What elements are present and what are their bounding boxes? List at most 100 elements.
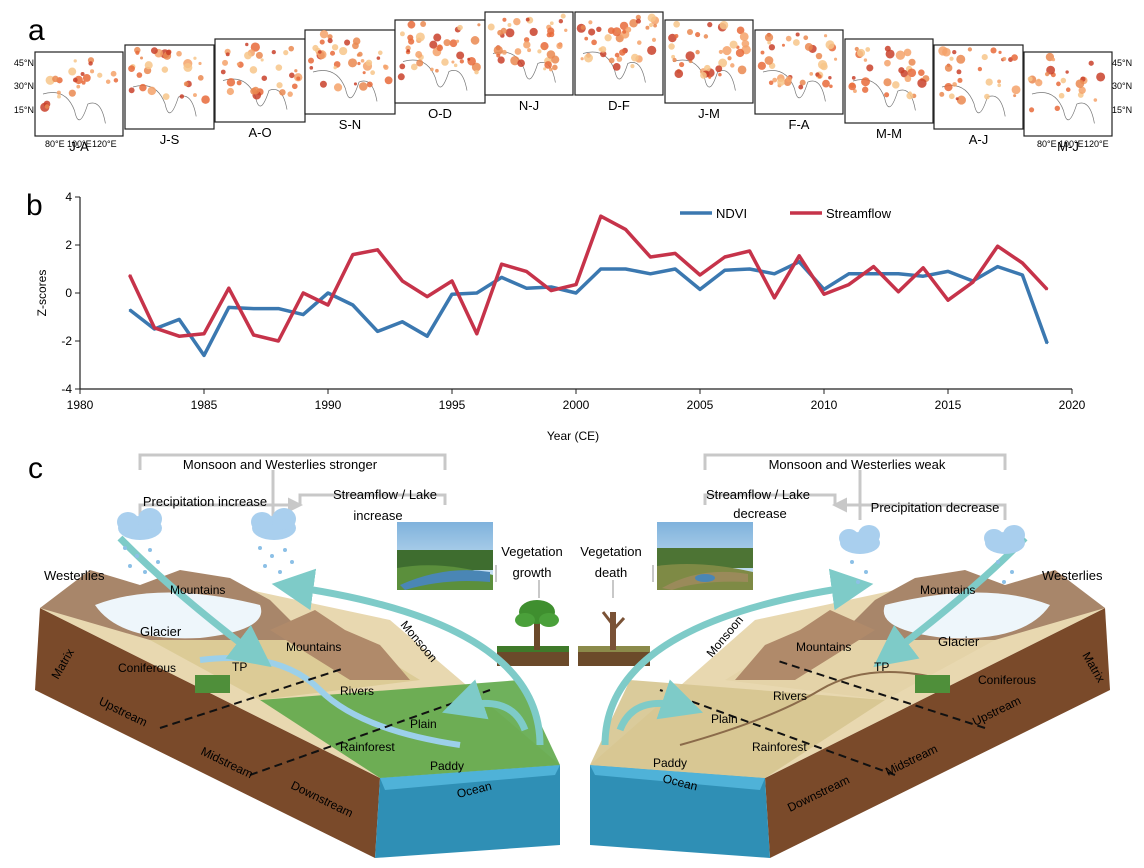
map-hotspot <box>407 20 416 29</box>
left-block-diagram <box>35 570 560 858</box>
map-hotspot <box>884 59 891 67</box>
right-flow-tree <box>703 453 1007 520</box>
data-point-streamflow <box>252 334 255 336</box>
data-point-ndvi <box>575 292 577 294</box>
map-hotspot <box>653 23 657 28</box>
map-hotspot <box>487 23 495 31</box>
map-hotspot <box>165 49 172 56</box>
map-hotspot <box>308 57 314 64</box>
right-glacier-label: Glacier <box>938 634 980 649</box>
map-hotspot <box>795 32 800 37</box>
map-hotspot <box>647 13 656 22</box>
map-hotspot <box>220 69 226 75</box>
map-hotspot <box>708 75 712 79</box>
map-hotspot <box>501 49 507 55</box>
map-hotspot <box>718 58 728 68</box>
map-hotspot <box>82 74 91 82</box>
map-hotspot <box>616 56 623 62</box>
right-block-diagram <box>590 570 1110 858</box>
map-hotspot <box>197 74 204 81</box>
map-hotspot <box>917 78 927 88</box>
data-point-streamflow <box>600 215 602 217</box>
map-hotspot <box>718 72 722 77</box>
lon-tick: 100°E <box>67 139 92 149</box>
right-westerlies-label: Westerlies <box>1042 568 1103 583</box>
map-hotspot <box>1046 65 1056 75</box>
map-hotspot <box>474 69 479 75</box>
map-hotspot <box>584 53 593 63</box>
map-hotspot <box>502 17 507 22</box>
y-tick-label: 2 <box>65 238 72 252</box>
map-season-label: S-N <box>339 117 361 132</box>
map-hotspot <box>948 93 955 100</box>
map-hotspot <box>604 34 612 42</box>
data-point-ndvi <box>823 288 825 291</box>
data-point-streamflow <box>352 253 354 256</box>
data-point-streamflow <box>500 263 503 266</box>
lat-tick-left: 45°N <box>14 58 34 68</box>
map-hotspot <box>739 32 749 42</box>
map-hotspot <box>799 79 806 86</box>
right-precip: Precipitation decrease <box>871 500 1000 515</box>
data-point-ndvi <box>922 275 924 278</box>
left-glacier-label: Glacier <box>140 624 182 639</box>
map-season-label: M-M <box>876 126 902 141</box>
map-hotspot <box>944 64 953 72</box>
map-hotspot <box>183 81 189 87</box>
dead-tree-icon <box>578 611 650 666</box>
map-hotspot <box>44 104 50 109</box>
map-hotspot <box>73 59 77 63</box>
map-hotspot <box>918 69 925 76</box>
map-hotspot <box>408 38 415 45</box>
map-hotspot <box>767 40 772 45</box>
map-tile: N-J <box>484 11 574 113</box>
left-streamflow-1: Streamflow / Lake <box>333 487 437 502</box>
map-tile: J-A <box>34 51 124 154</box>
map-hotspot <box>616 29 620 33</box>
map-hotspot <box>949 56 954 61</box>
map-hotspot <box>497 56 505 64</box>
map-hotspot <box>651 37 657 42</box>
map-hotspot <box>768 44 776 51</box>
map-hotspot <box>441 58 449 66</box>
data-point-ndvi <box>649 273 652 275</box>
map-hotspot <box>612 63 621 71</box>
left-rivers-label: Rivers <box>340 684 374 698</box>
left-plain-label: Plain <box>410 717 437 731</box>
left-rainforest-label: Rainforest <box>340 740 395 754</box>
map-hotspot <box>370 70 376 76</box>
map-hotspot <box>52 75 59 83</box>
data-point-streamflow <box>649 256 652 258</box>
map-hotspot <box>596 26 602 32</box>
coastline <box>941 85 1006 117</box>
right-rainforest-label: Rainforest <box>752 740 807 754</box>
map-hotspot <box>908 58 916 66</box>
map-hotspot <box>861 77 871 87</box>
map-hotspot <box>222 59 229 66</box>
map-hotspot <box>719 20 729 30</box>
map-hotspot <box>514 48 522 55</box>
y-tick-label: -4 <box>61 382 72 396</box>
map-hotspot <box>883 78 892 87</box>
x-tick-label: 2005 <box>687 398 714 412</box>
map-hotspot <box>249 66 258 74</box>
right-monsoon-inner-arrow <box>616 679 703 732</box>
data-point-streamflow <box>872 265 875 268</box>
map-hotspot <box>457 24 463 31</box>
living-tree-icon <box>497 600 569 666</box>
veg-growth-1: Vegetation <box>501 544 562 559</box>
map-hotspot <box>294 69 298 73</box>
map-hotspot <box>861 86 869 93</box>
map-hotspot <box>283 50 289 56</box>
map-hotspot <box>955 97 959 101</box>
data-point-streamflow <box>128 274 131 276</box>
map-hotspot <box>668 43 675 50</box>
map-hotspot <box>81 80 86 85</box>
map-hotspot <box>135 50 140 55</box>
right-title: Monsoon and Westerlies weak <box>769 457 946 472</box>
data-point-streamflow <box>848 283 850 286</box>
data-point-streamflow <box>203 333 205 335</box>
map-hotspot <box>556 42 563 50</box>
map-hotspot <box>645 25 650 30</box>
map-hotspot <box>619 49 626 56</box>
